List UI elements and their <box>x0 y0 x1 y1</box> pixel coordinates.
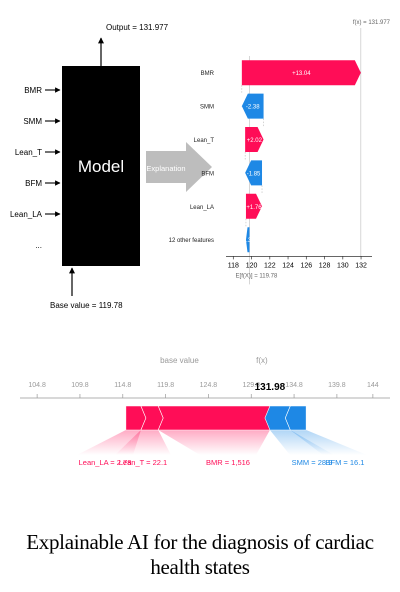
force-tick-129-8: 129.8 <box>242 382 260 389</box>
waterfall-value-lean-la: +1.76 <box>246 205 262 211</box>
force-label-lean-la-2-78: Lean_LA = 2.78 <box>79 458 132 467</box>
force-tick-139-8: 139.8 <box>328 382 346 389</box>
waterfall-feature-bmr: BMR <box>201 71 215 77</box>
force-segment-bmr-1-516 <box>157 405 276 431</box>
model-box <box>62 66 140 266</box>
waterfall-bars: +13.04 BMR -2.38 SMM +2.02 Lean_T -1.85 BFM +1.7… <box>169 60 361 253</box>
force-ticks: 104.8 109.8 114.8 119.8 124.8 129.8 134.8 139.8… <box>28 382 379 398</box>
waterfall-feature-lean-t: Lean_T <box>194 138 215 144</box>
model-inputs: BMR SMM Lean_T BFM Lean_LA... <box>10 86 61 250</box>
explanation-label: Explanation <box>146 164 185 173</box>
waterfall-value-lean-t: +2.02 <box>247 138 263 144</box>
force-tick-124-8: 124.8 <box>200 382 218 389</box>
waterfall-tick-122: 122 <box>264 262 276 269</box>
waterfall-base-label: E[f(X)] = 119.78 <box>236 273 278 279</box>
output-label: Output = 131.977 <box>106 23 169 32</box>
input-label-bfm: BFM <box>25 179 42 188</box>
waterfall-ticks: 118 120 122 124 126 128 130 132 <box>228 256 367 269</box>
force-fx-label: f(x) <box>256 356 268 365</box>
waterfall-value-bmr: +13.04 <box>292 71 311 77</box>
waterfall-bar-bfm <box>245 160 263 186</box>
force-label-bmr-1-516: BMR = 1,516 <box>206 458 250 467</box>
force-tick-104-8: 104.8 <box>28 382 46 389</box>
waterfall-bar-lean-t <box>245 127 264 152</box>
force-label-smm-28-9: SMM = 28.9 <box>292 458 333 467</box>
waterfall-bar-smm <box>241 93 264 119</box>
waterfall-bar-12-other-features <box>245 227 250 253</box>
input-label-bmr: BMR <box>24 86 42 95</box>
waterfall-tick-130: 130 <box>337 262 349 269</box>
waterfall-value-12-other-features: -0.38 <box>241 238 255 244</box>
force-segments <box>125 405 307 431</box>
force-shade-lean-t-22-1 <box>115 430 171 455</box>
input-label-lean-la: Lean_LA <box>10 210 43 219</box>
force-tick-109-8: 109.8 <box>71 382 89 389</box>
force-label-shading <box>77 430 367 455</box>
waterfall-tick-120: 120 <box>246 262 258 269</box>
waterfall-bar-lean-la <box>245 193 263 219</box>
force-segment-bfm-16-1 <box>284 405 307 431</box>
force-plot: 104.8 109.8 114.8 119.8 124.8 129.8 134.8 139.8… <box>20 356 390 467</box>
waterfall-tick-126: 126 <box>300 262 312 269</box>
waterfall-feature-12-other-features: 12 other features <box>169 238 214 244</box>
waterfall-feature-bfm: BFM <box>201 171 214 177</box>
figure-caption: Explainable AI for the diagnosis of card… <box>26 530 374 579</box>
base-label: Base value = 119.78 <box>50 301 123 310</box>
input-label-lean-t: Lean_T <box>15 148 42 157</box>
model-label: Model <box>78 157 124 176</box>
waterfall-bar-bmr <box>241 60 361 86</box>
waterfall-tick-132: 132 <box>355 262 367 269</box>
explanation-arrow: Explanation <box>146 142 212 192</box>
waterfall-value-bfm: -1.85 <box>247 171 261 177</box>
waterfall-feature-smm: SMM <box>200 105 214 111</box>
force-base-value-label: base value <box>160 356 199 365</box>
force-fx-value: 131.98 <box>255 382 286 393</box>
waterfall-tick-118: 118 <box>228 262 239 269</box>
waterfall-chart: +13.04 BMR -2.38 SMM +2.02 Lean_T -1.85 BFM +1.7… <box>169 20 391 285</box>
waterfall-value-smm: -2.38 <box>246 105 260 111</box>
force-tick-119-8: 119.8 <box>157 382 174 389</box>
explanation-arrow-shape <box>146 142 212 192</box>
waterfall-feature-lean-la: Lean_LA <box>190 205 214 211</box>
force-label-lean-t-22-1: Lean_T = 22.1 <box>119 458 167 467</box>
force-tick-114-8: 114.8 <box>114 382 131 389</box>
force-shade-bfm-16-1 <box>290 430 367 455</box>
force-label-bfm-16-1: BFM = 16.1 <box>326 458 365 467</box>
waterfall-fx-label: f(x) = 131.977 <box>353 20 391 26</box>
waterfall-tick-124: 124 <box>282 262 294 269</box>
force-tick-144: 144 <box>367 382 379 389</box>
waterfall-tick-128: 128 <box>319 262 331 269</box>
input-label-more: ... <box>35 241 42 250</box>
model-diagram: Model Output = 131.977 Base value = 119.… <box>10 23 212 310</box>
force-shade-bmr-1-516 <box>158 430 270 455</box>
force-tick-134-8: 134.8 <box>285 382 303 389</box>
input-label-smm: SMM <box>23 117 42 126</box>
